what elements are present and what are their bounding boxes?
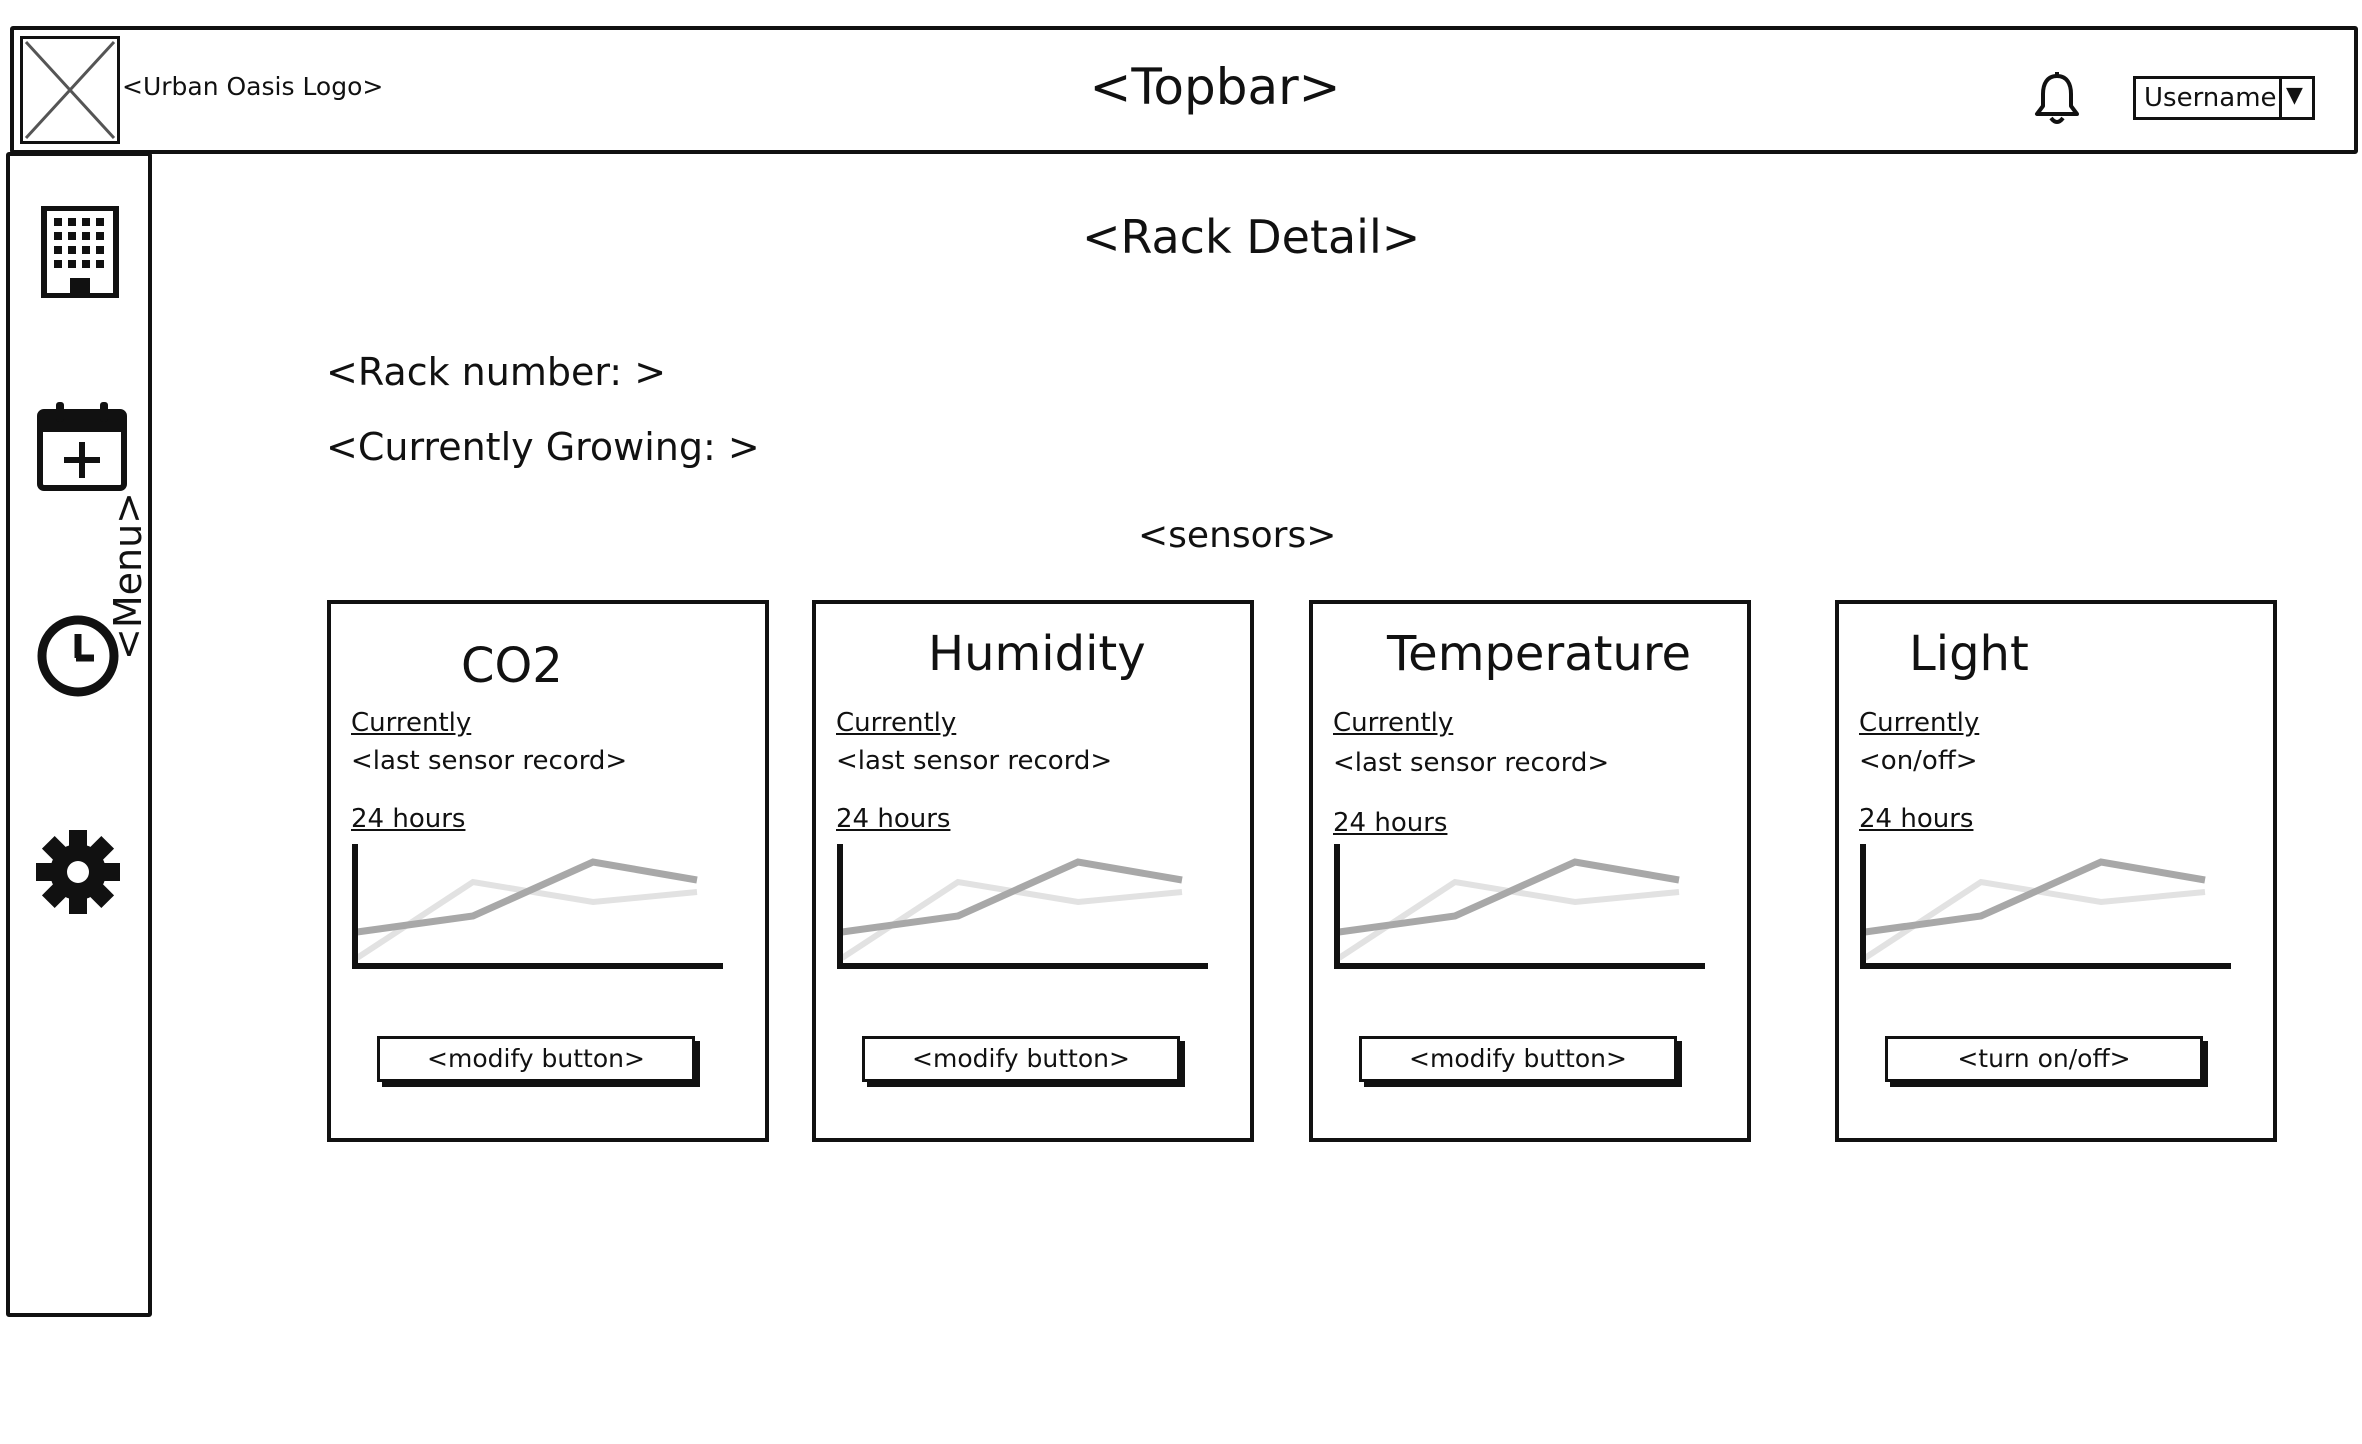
- building-icon[interactable]: [36, 205, 128, 299]
- currently-link[interactable]: Currently: [351, 708, 472, 738]
- chart-axes: [352, 844, 723, 969]
- sensor-title: Temperature: [1387, 626, 1692, 682]
- chart-axes: [837, 844, 1208, 969]
- sensors-heading: <sensors>: [1138, 515, 1337, 556]
- gear-icon[interactable]: [36, 828, 128, 920]
- sparkline-series-dark: [1338, 858, 1680, 936]
- menu-label: <Menu>: [106, 491, 150, 660]
- rack-number-label: <Rack number: >: [326, 350, 667, 394]
- modify-button[interactable]: <modify button>: [862, 1036, 1180, 1082]
- sensor-title: Humidity: [928, 626, 1146, 682]
- sensor-current-value: <on/off>: [1859, 746, 1978, 776]
- sensor-title: CO2: [461, 638, 563, 694]
- bell-icon[interactable]: [2025, 70, 2089, 130]
- currently-link[interactable]: Currently: [1859, 708, 1980, 738]
- turn-on-off-button[interactable]: <turn on/off>: [1885, 1036, 2203, 1082]
- username-label: Username: [2144, 83, 2277, 113]
- currently-link[interactable]: Currently: [1333, 708, 1454, 738]
- user-dropdown[interactable]: Username ▼: [2133, 76, 2315, 120]
- modify-button[interactable]: <modify button>: [377, 1036, 695, 1082]
- sensor-current-value: <last sensor record>: [836, 746, 1113, 776]
- sensor-card-co2: CO2 Currently <last sensor record> 24 ho…: [327, 600, 769, 1142]
- currently-growing-label: <Currently Growing: >: [326, 425, 760, 469]
- image-placeholder-icon: [24, 40, 116, 140]
- history-link[interactable]: 24 hours: [351, 804, 466, 834]
- sidebar: [6, 152, 152, 1317]
- sensor-sparkline-chart: [837, 844, 1208, 969]
- sensor-current-value: <last sensor record>: [351, 746, 628, 776]
- sensor-sparkline-chart: [1860, 844, 2231, 969]
- currently-link[interactable]: Currently: [836, 708, 957, 738]
- sparkline-series-dark: [841, 858, 1183, 936]
- sensor-title: Light: [1909, 626, 2029, 682]
- topbar: [10, 26, 2358, 154]
- sensor-card-humidity: Humidity Currently <last sensor record> …: [812, 600, 1254, 1142]
- sensor-current-value: <last sensor record>: [1333, 748, 1610, 778]
- history-link[interactable]: 24 hours: [1333, 808, 1448, 838]
- topbar-title: <Topbar>: [1089, 58, 1341, 116]
- sparkline-series-dark: [1864, 858, 2206, 936]
- sensor-sparkline-chart: [1334, 844, 1705, 969]
- sensor-card-light: Light Currently <on/off> 24 hours <turn …: [1835, 600, 2277, 1142]
- page-title: <Rack Detail>: [1082, 210, 1421, 264]
- history-link[interactable]: 24 hours: [836, 804, 951, 834]
- dropdown-divider: [2279, 79, 2282, 117]
- calendar-add-icon[interactable]: [36, 400, 128, 492]
- sensor-sparkline-chart: [352, 844, 723, 969]
- chevron-down-icon: ▼: [2286, 83, 2303, 108]
- logo-text: <Urban Oasis Logo>: [122, 72, 384, 101]
- chart-axes: [1860, 844, 2231, 969]
- modify-button[interactable]: <modify button>: [1359, 1036, 1677, 1082]
- chart-axes: [1334, 844, 1705, 969]
- history-link[interactable]: 24 hours: [1859, 804, 1974, 834]
- sensor-card-temperature: Temperature Currently <last sensor recor…: [1309, 600, 1751, 1142]
- logo-placeholder-icon[interactable]: [20, 36, 120, 144]
- clock-icon[interactable]: [36, 612, 128, 704]
- sparkline-series-dark: [356, 858, 698, 936]
